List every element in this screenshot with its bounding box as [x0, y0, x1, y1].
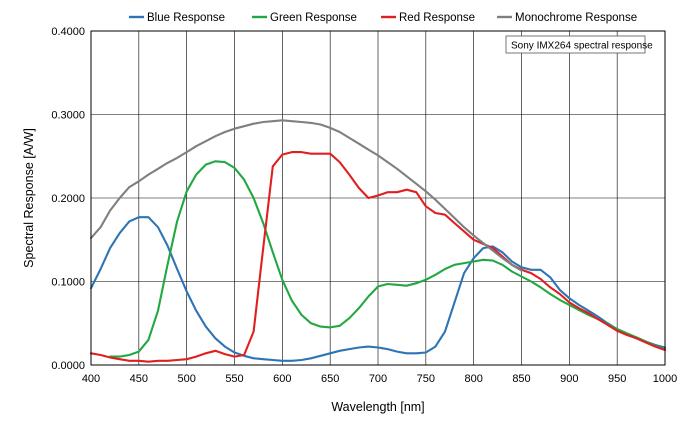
x-tick-label: 450 [130, 373, 148, 385]
x-tick-label: 800 [464, 373, 482, 385]
y-tick-label: 0.0000 [51, 360, 85, 372]
annotation-frame [505, 35, 646, 54]
x-tick-label: 750 [417, 373, 435, 385]
x-tick-label: 650 [321, 373, 339, 385]
annotation-box: Sony IMX264 spectral response [505, 35, 653, 54]
x-tick-label: 550 [225, 373, 243, 385]
chart-series-layer [89, 119, 667, 363]
y-axis-tick-labels: 0.0000 0.1000 0.2000 0.3000 0.4000 [51, 26, 85, 372]
x-tick-label: 900 [560, 373, 578, 385]
plot-area-frame [90, 30, 666, 366]
series-line-blue-response [89, 216, 667, 362]
legend-label-green-response: Green Response [270, 12, 357, 24]
y-tick-label: 0.4000 [51, 26, 85, 38]
x-tick-label: 600 [273, 373, 291, 385]
series-line-green-response [109, 160, 667, 358]
annotation-text: Sony IMX264 spectral response [511, 41, 653, 52]
y-axis-title: Spectral Response [A/W] [22, 128, 36, 268]
legend-label-blue-response: Blue Response [147, 12, 225, 24]
y-tick-label: 0.1000 [51, 277, 85, 289]
x-axis-title: Wavelength [nm] [331, 400, 424, 414]
legend-label-monochrome-response: Monochrome Response [515, 12, 637, 24]
legend-label-red-response: Red Response [399, 12, 475, 24]
x-tick-label: 400 [82, 373, 100, 385]
y-tick-label: 0.3000 [51, 110, 85, 122]
x-tick-label: 500 [177, 373, 195, 385]
chart-grid [90, 30, 666, 366]
series-line-red-response [89, 151, 667, 363]
chart-legend: Blue Response Green Response Red Response M… [129, 12, 637, 24]
x-tick-label: 850 [512, 373, 530, 385]
x-axis-tick-labels: 400 450 500 550 600 650 700 750 800 850 900 950 1000 [82, 373, 677, 385]
x-tick-label: 700 [369, 373, 387, 385]
x-tick-label: 1000 [653, 373, 677, 385]
series-line-monochrome-response [89, 119, 523, 272]
y-tick-label: 0.2000 [51, 193, 85, 205]
x-tick-label: 950 [608, 373, 626, 385]
